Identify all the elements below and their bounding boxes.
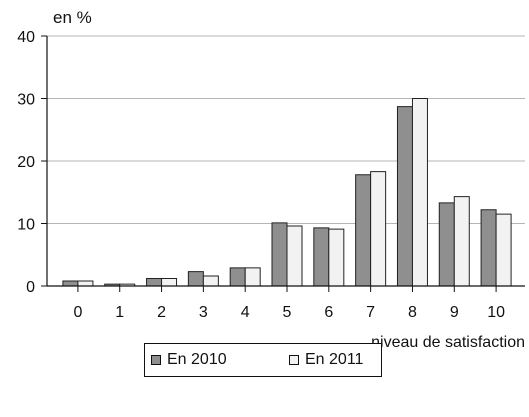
y-tick-label-10: 10 xyxy=(17,217,35,234)
bar-2011-8 xyxy=(411,98,428,287)
legend-label-2011: En 2011 xyxy=(305,351,364,368)
x-tick-label-9: 9 xyxy=(450,304,459,321)
axes-layer xyxy=(41,35,525,292)
bar-2010-9 xyxy=(438,202,455,287)
legend-swatch-2011 xyxy=(289,355,299,365)
bar-2010-6 xyxy=(313,227,330,287)
grid-layer xyxy=(47,35,525,224)
bar-2011-6 xyxy=(328,228,345,287)
bar-2010-2 xyxy=(146,278,163,287)
x-tick-label-10: 10 xyxy=(487,304,505,321)
bar-2010-4 xyxy=(229,267,246,287)
labels-layer: en % niveau de satisfaction 0 10 20 30 40 0 1 2… xyxy=(17,8,525,351)
legend-item-2011: En 2011 xyxy=(289,351,363,369)
bar-2011-4 xyxy=(244,267,261,287)
x-tick-label-3: 3 xyxy=(199,304,208,321)
bar-2010-10 xyxy=(480,209,497,287)
y-tick-label-20: 20 xyxy=(17,154,35,171)
legend-swatch-2010 xyxy=(151,355,161,365)
bar-2011-9 xyxy=(453,196,470,287)
x-tick-label-7: 7 xyxy=(366,304,375,321)
bar-2011-7 xyxy=(370,171,387,287)
x-tick-label-1: 1 xyxy=(115,304,124,321)
x-tick-label-4: 4 xyxy=(241,304,250,321)
bar-2011-3 xyxy=(202,275,219,287)
bar-2011-2 xyxy=(161,278,178,287)
bar-2011-10 xyxy=(495,213,512,287)
legend-label-2010: En 2010 xyxy=(167,351,227,368)
x-axis-label: niveau de satisfaction xyxy=(371,334,525,351)
x-tick-label-0: 0 xyxy=(73,304,82,321)
legend: En 2010 En 2011 xyxy=(144,343,382,377)
bars-layer xyxy=(62,98,512,287)
y-axis-label: en % xyxy=(53,8,92,27)
x-tick-label-5: 5 xyxy=(283,304,292,321)
bar-2010-0 xyxy=(62,280,79,287)
bar-2010-3 xyxy=(187,271,204,287)
y-tick-label-30: 30 xyxy=(17,92,35,109)
bar-2011-0 xyxy=(77,280,94,287)
x-tick-label-8: 8 xyxy=(408,304,417,321)
y-tick-label-0: 0 xyxy=(26,279,35,296)
y-tick-label-40: 40 xyxy=(17,29,35,46)
x-tick-label-2: 2 xyxy=(157,304,166,321)
bar-2010-5 xyxy=(271,222,288,287)
bar-2010-8 xyxy=(396,106,413,287)
legend-item-2010: En 2010 xyxy=(151,351,227,369)
bar-2010-7 xyxy=(355,174,372,287)
bar-2011-5 xyxy=(286,225,303,287)
x-tick-label-6: 6 xyxy=(324,304,333,321)
